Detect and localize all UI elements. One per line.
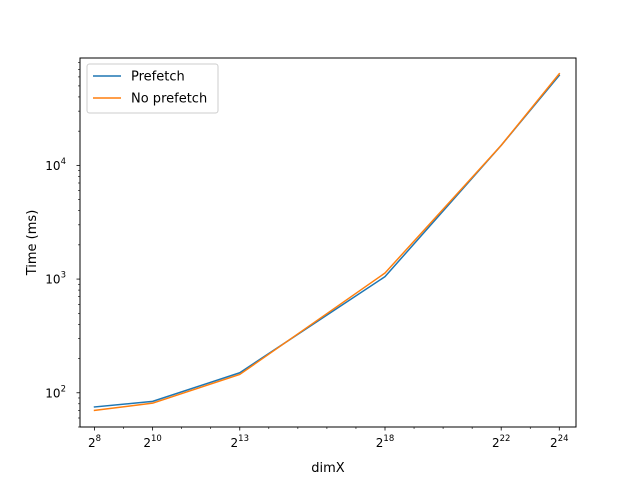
x-tick-label: 28 xyxy=(88,434,101,450)
legend-label-0: Prefetch xyxy=(131,70,185,85)
x-tick-label: 224 xyxy=(550,434,568,450)
series-line-1 xyxy=(93,72,561,412)
y-tick-label: 104 xyxy=(45,157,66,173)
plot-frame xyxy=(79,57,577,428)
x-tick-label: 222 xyxy=(492,434,510,450)
y-axis-label: Time (ms) xyxy=(25,210,40,277)
series-layer xyxy=(93,72,561,412)
x-tick-label: 218 xyxy=(376,434,394,450)
x-axis-ticks: 28 210 213 218 222 224 xyxy=(88,427,569,450)
legend: Prefetch No prefetch xyxy=(86,63,219,114)
y-axis-ticks: 102 103 104 xyxy=(45,62,80,428)
x-axis-label: dimX xyxy=(311,461,345,476)
x-tick-label: 210 xyxy=(143,434,161,450)
legend-label-1: No prefetch xyxy=(131,92,207,107)
y-tick-label: 102 xyxy=(45,384,66,400)
y-tick-label: 103 xyxy=(45,271,66,287)
x-tick-label: 213 xyxy=(231,434,249,450)
